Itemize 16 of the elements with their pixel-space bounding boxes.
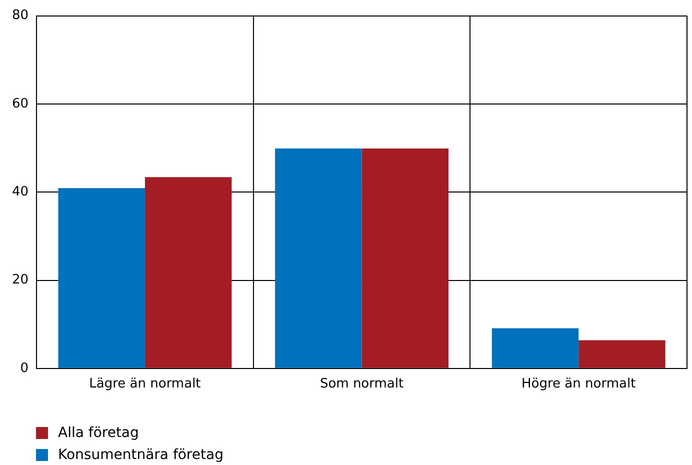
y-tick-label: 80: [12, 8, 29, 24]
legend-label: Alla företag: [58, 425, 139, 441]
y-tick-label: 0: [20, 360, 29, 376]
bar: [492, 328, 579, 368]
bar: [58, 188, 145, 368]
x-tick-label: Högre än normalt: [522, 376, 636, 392]
bar: [578, 340, 666, 368]
bar: [144, 177, 232, 368]
x-tick-label: Lägre än normalt: [89, 376, 201, 392]
y-tick-label: 20: [12, 272, 29, 288]
y-tick-label: 40: [12, 184, 29, 200]
bar: [275, 148, 362, 368]
legend-label: Konsumentnära företag: [58, 447, 224, 463]
x-tick-label: Som normalt: [320, 376, 404, 392]
bar: [362, 148, 448, 368]
y-tick-label: 60: [12, 96, 29, 112]
